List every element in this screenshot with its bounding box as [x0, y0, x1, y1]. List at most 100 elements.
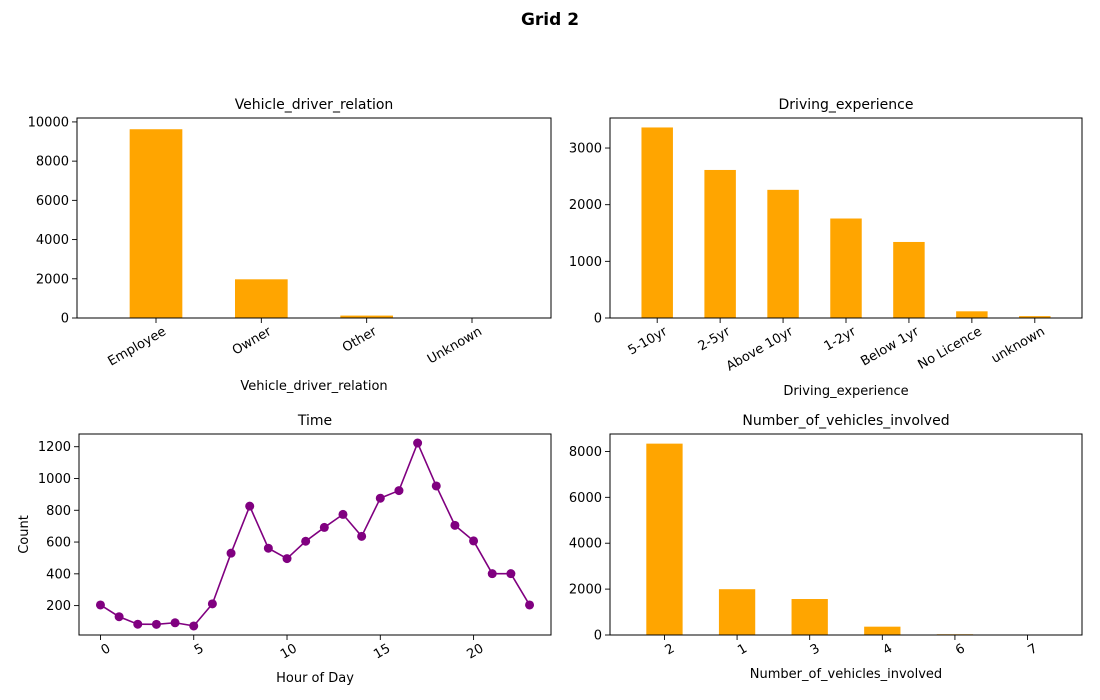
plot-frame — [78, 433, 552, 636]
x-axis-label: Number_of_vehicles_involved — [750, 667, 942, 682]
data-point — [394, 486, 404, 496]
driving-experience-chart: Driving_experience 0 1000 2000 3000 5-10yr 2-5… — [569, 97, 1083, 399]
y-tick-label: 1000 — [569, 255, 602, 270]
figure-title: Grid 2 — [520, 10, 580, 30]
y-tick-label: 0 — [594, 312, 602, 327]
bar — [704, 169, 736, 318]
data-point — [525, 600, 535, 610]
data-point — [301, 536, 311, 546]
data-point — [133, 619, 143, 629]
x-tick-label: 4 — [880, 641, 895, 658]
plot-frame — [609, 433, 1083, 636]
chart-title: Number_of_vehicles_involved — [742, 413, 949, 429]
y-tick-label: 800 — [46, 504, 71, 519]
x-tick-label: No Licence — [916, 324, 985, 373]
bar — [235, 279, 288, 318]
bar — [956, 311, 988, 318]
vehicle-driver-relation-chart: Vehicle_driver_relation 0 2000 4000 6000 8000… — [28, 97, 552, 394]
number-of-vehicles-involved-chart: Number_of_vehicles_involved 0 2000 4000 6000… — [569, 413, 1083, 682]
y-tick-label: 2000 — [569, 198, 602, 213]
bar — [340, 315, 393, 318]
y-tick-label: 6000 — [36, 194, 69, 209]
chart-title: Vehicle_driver_relation — [235, 97, 394, 113]
bar — [718, 589, 756, 635]
bar — [129, 129, 183, 318]
y-tick-label: 600 — [46, 536, 71, 551]
x-tick-label: 6 — [953, 641, 968, 658]
x-axis-label: Hour of Day — [276, 671, 354, 686]
chart-title: Driving_experience — [779, 97, 914, 113]
x-tick-label: 20 — [465, 641, 487, 662]
x-tick-label: Employee — [106, 324, 169, 369]
x-tick-label: Above 10yr — [724, 324, 797, 375]
bar — [767, 189, 799, 318]
data-point — [282, 554, 292, 564]
x-tick-label: 7 — [1026, 641, 1041, 658]
x-tick-label: 3 — [808, 641, 823, 658]
y-tick-label: 400 — [46, 567, 71, 582]
x-tick-label: 1 — [735, 641, 750, 658]
data-point — [338, 509, 348, 519]
y-tick-label: 0 — [61, 312, 69, 327]
data-point — [207, 599, 217, 609]
data-point — [450, 520, 460, 530]
x-tick-label: 5-10yr — [626, 324, 671, 359]
chart-title: Time — [297, 413, 332, 429]
x-axis-label: Driving_experience — [783, 384, 908, 399]
y-tick-label: 4000 — [36, 233, 69, 248]
plot-frame — [609, 117, 1083, 319]
y-tick-label: 10000 — [28, 115, 69, 130]
bar — [646, 443, 683, 635]
bar — [1019, 316, 1051, 318]
data-point — [226, 548, 236, 558]
data-point — [151, 619, 161, 629]
plot-frame — [76, 117, 552, 319]
data-point — [263, 543, 273, 553]
data-point — [487, 569, 497, 579]
bar — [641, 127, 673, 318]
y-tick-label: 2000 — [569, 583, 602, 598]
data-point — [431, 481, 441, 491]
data-point — [170, 618, 180, 628]
y-tick-label: 4000 — [569, 537, 602, 552]
x-tick-label: Owner — [230, 324, 275, 359]
series-line — [100, 440, 531, 627]
x-tick-label: 2-5yr — [696, 324, 734, 354]
y-tick-label: 200 — [46, 599, 71, 614]
y-tick-label: 0 — [594, 629, 602, 644]
y-tick-label: 1000 — [38, 472, 71, 487]
data-point — [114, 612, 124, 622]
data-point — [357, 531, 367, 541]
bar — [791, 599, 828, 635]
y-tick-label: 3000 — [569, 142, 602, 157]
y-tick-label: 6000 — [569, 491, 602, 506]
data-point — [95, 600, 105, 610]
x-tick-label: 15 — [371, 641, 393, 662]
y-tick-label: 8000 — [36, 155, 69, 170]
data-point — [319, 522, 329, 532]
x-tick-label: 1-2yr — [822, 324, 860, 354]
bar — [830, 218, 862, 318]
data-point — [245, 501, 255, 511]
time-chart: Time 200 400 600 800 1000 1200 0 5 10 15 20 Hour of … — [17, 413, 552, 686]
data-point — [189, 621, 199, 631]
x-tick-label: 10 — [278, 641, 300, 662]
x-tick-label: Below 1yr — [858, 324, 922, 370]
data-point — [413, 438, 423, 448]
x-tick-label: Unknown — [425, 324, 485, 367]
x-tick-label: 0 — [99, 641, 114, 658]
y-tick-label: 8000 — [569, 445, 602, 460]
x-tick-label: unknown — [989, 324, 1048, 367]
x-tick-label: 5 — [192, 641, 207, 658]
data-point — [375, 493, 385, 503]
bar — [864, 626, 901, 635]
data-point — [469, 536, 479, 546]
x-axis-label: Vehicle_driver_relation — [240, 379, 387, 394]
y-tick-label: 1200 — [38, 440, 71, 455]
x-tick-label: Other — [340, 324, 380, 356]
y-tick-label: 2000 — [36, 272, 69, 287]
data-point — [506, 569, 516, 579]
y-axis-label: Count — [17, 515, 32, 554]
x-tick-label: 2 — [663, 641, 678, 658]
bar — [893, 241, 925, 318]
